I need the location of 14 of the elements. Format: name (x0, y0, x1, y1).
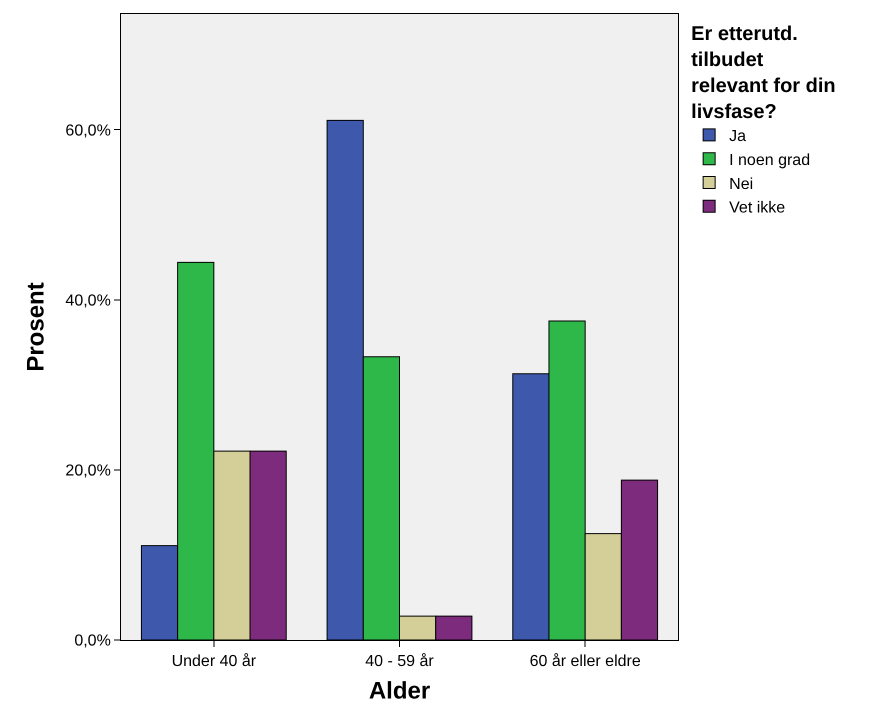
legend-label: I noen grad (729, 152, 810, 169)
legend-label: Ja (729, 128, 746, 146)
x-tick-label: 60 år eller eldre (530, 653, 641, 670)
legend-label: Vet ikke (729, 200, 786, 217)
y-tick-label: 60,0% (65, 122, 111, 140)
y-axis-title: Prosent (22, 282, 50, 372)
y-tick-label: 0,0% (74, 632, 111, 650)
y-tick-label: 20,0% (65, 462, 111, 480)
x-axis-title: Alder (368, 678, 430, 704)
x-tick-label: Under 40 år (172, 653, 257, 670)
legend-title: Er etterutd. tilbudet relevant for din livsfase? (691, 23, 836, 123)
legend-label: Nei (729, 176, 754, 193)
y-tick-label: 40,0% (65, 292, 111, 310)
x-tick-label: 40 - 59 år (365, 653, 434, 670)
